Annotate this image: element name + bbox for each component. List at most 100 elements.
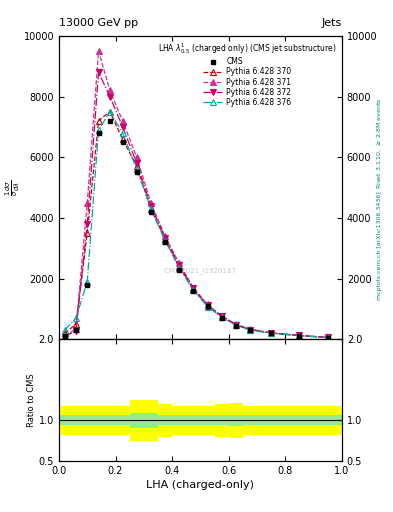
Pythia 6.428 376 (177, 265, 182, 271)
Pythia 6.428 372 (297, 332, 302, 338)
Pythia 6.428 370 (219, 313, 224, 319)
Pythia 6.428 376 (120, 130, 125, 136)
Pythia 6.428 371 (62, 333, 67, 339)
Pythia 6.428 372 (108, 94, 112, 100)
Pythia 6.428 376 (248, 327, 252, 333)
CMS (177, 266, 182, 272)
Line: Pythia 6.428 376: Pythia 6.428 376 (62, 109, 331, 340)
CMS (85, 282, 90, 288)
Pythia 6.428 372 (325, 334, 330, 340)
Pythia 6.428 372 (248, 327, 252, 333)
Pythia 6.428 376 (233, 323, 238, 329)
Pythia 6.428 371 (177, 261, 182, 267)
Text: mcplots.cern.ch [arXiv:1306.3436]: mcplots.cern.ch [arXiv:1306.3436] (377, 191, 382, 300)
Pythia 6.428 371 (191, 285, 196, 291)
Pythia 6.428 372 (219, 313, 224, 319)
Y-axis label: Ratio to CMS: Ratio to CMS (27, 373, 36, 427)
Pythia 6.428 372 (96, 69, 101, 75)
Pythia 6.428 372 (205, 302, 210, 308)
CMS (205, 303, 210, 309)
CMS (219, 315, 224, 321)
CMS (191, 288, 196, 294)
Pythia 6.428 371 (205, 302, 210, 308)
Pythia 6.428 371 (163, 233, 167, 239)
Pythia 6.428 376 (163, 238, 167, 244)
Pythia 6.428 376 (269, 330, 274, 336)
Line: CMS: CMS (62, 118, 330, 340)
CMS (163, 239, 167, 245)
CMS (233, 323, 238, 329)
Pythia 6.428 372 (233, 322, 238, 328)
Pythia 6.428 376 (205, 304, 210, 310)
Pythia 6.428 371 (233, 321, 238, 327)
Pythia 6.428 376 (62, 327, 67, 333)
CMS (325, 334, 330, 340)
Legend: CMS, Pythia 6.428 370, Pythia 6.428 371, Pythia 6.428 372, Pythia 6.428 376: CMS, Pythia 6.428 370, Pythia 6.428 371,… (156, 39, 338, 109)
Pythia 6.428 370 (177, 264, 182, 270)
Line: Pythia 6.428 370: Pythia 6.428 370 (62, 109, 331, 340)
CMS (120, 139, 125, 145)
Pythia 6.428 371 (248, 326, 252, 332)
Pythia 6.428 372 (163, 234, 167, 241)
Pythia 6.428 372 (191, 285, 196, 291)
CMS (62, 333, 67, 339)
Pythia 6.428 371 (73, 326, 78, 332)
Pythia 6.428 371 (134, 154, 139, 160)
Pythia 6.428 370 (205, 303, 210, 309)
Pythia 6.428 376 (191, 287, 196, 293)
X-axis label: LHA (charged-only): LHA (charged-only) (147, 480, 254, 490)
Pythia 6.428 372 (269, 330, 274, 336)
Pythia 6.428 372 (85, 221, 90, 227)
Pythia 6.428 376 (134, 166, 139, 173)
Line: Pythia 6.428 372: Pythia 6.428 372 (62, 70, 331, 340)
Pythia 6.428 371 (219, 313, 224, 319)
Pythia 6.428 370 (191, 286, 196, 292)
Pythia 6.428 370 (73, 321, 78, 327)
Pythia 6.428 376 (297, 333, 302, 339)
Pythia 6.428 370 (149, 206, 153, 212)
Pythia 6.428 371 (120, 118, 125, 124)
CMS (108, 118, 112, 124)
Pythia 6.428 370 (134, 163, 139, 169)
Pythia 6.428 376 (85, 279, 90, 285)
Pythia 6.428 370 (120, 136, 125, 142)
CMS (73, 327, 78, 333)
Pythia 6.428 370 (325, 334, 330, 340)
CMS (297, 333, 302, 339)
Pythia 6.428 372 (73, 328, 78, 334)
Pythia 6.428 371 (269, 330, 274, 336)
CMS (134, 169, 139, 176)
Pythia 6.428 370 (233, 322, 238, 328)
Pythia 6.428 376 (325, 334, 330, 340)
Pythia 6.428 371 (325, 334, 330, 340)
Pythia 6.428 370 (297, 332, 302, 338)
Pythia 6.428 370 (163, 236, 167, 242)
Y-axis label: $\frac{1}{\sigma}\frac{d\sigma}{d\lambda}$: $\frac{1}{\sigma}\frac{d\sigma}{d\lambda… (4, 179, 22, 196)
CMS (149, 209, 153, 215)
Pythia 6.428 376 (96, 127, 101, 133)
Pythia 6.428 371 (149, 200, 153, 206)
CMS (248, 327, 252, 333)
Line: Pythia 6.428 371: Pythia 6.428 371 (62, 48, 331, 340)
Pythia 6.428 376 (219, 314, 224, 321)
Pythia 6.428 372 (177, 262, 182, 268)
Text: Jets: Jets (321, 18, 342, 28)
Pythia 6.428 372 (62, 333, 67, 339)
Pythia 6.428 376 (73, 315, 78, 321)
Pythia 6.428 370 (85, 230, 90, 236)
Pythia 6.428 370 (248, 327, 252, 333)
Pythia 6.428 371 (297, 332, 302, 338)
Pythia 6.428 376 (149, 206, 153, 212)
Text: CMS 2021_I1920187: CMS 2021_I1920187 (164, 268, 237, 274)
Pythia 6.428 371 (108, 88, 112, 94)
Pythia 6.428 372 (134, 160, 139, 166)
Pythia 6.428 376 (108, 109, 112, 115)
Pythia 6.428 370 (96, 118, 101, 124)
Pythia 6.428 370 (269, 330, 274, 336)
Pythia 6.428 372 (149, 203, 153, 209)
Text: Rivet 3.1.10, $\geq$ 2.8M events: Rivet 3.1.10, $\geq$ 2.8M events (375, 98, 383, 189)
CMS (96, 130, 101, 136)
Text: 13000 GeV pp: 13000 GeV pp (59, 18, 138, 28)
CMS (269, 330, 274, 336)
Pythia 6.428 371 (85, 200, 90, 206)
